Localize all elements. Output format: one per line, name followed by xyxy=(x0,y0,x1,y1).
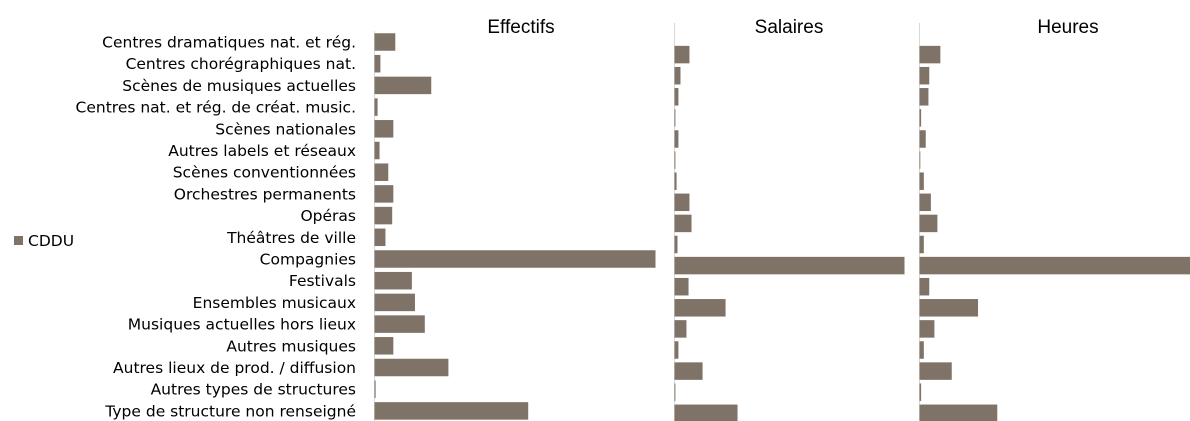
bar xyxy=(374,54,381,73)
bar xyxy=(374,402,529,420)
bar xyxy=(919,362,952,380)
bar xyxy=(919,404,998,421)
bar xyxy=(374,98,378,116)
bar xyxy=(674,404,738,421)
bar xyxy=(674,277,689,296)
bar xyxy=(374,76,432,95)
bar xyxy=(674,172,677,190)
panel-title: Heures xyxy=(1037,17,1098,38)
bar xyxy=(919,383,922,401)
bar xyxy=(919,193,931,212)
bar xyxy=(674,383,676,401)
category-label: Orchestres permanents xyxy=(174,185,356,203)
category-label: Festivals xyxy=(289,272,356,290)
bar xyxy=(674,341,679,359)
bar xyxy=(919,45,941,64)
bar xyxy=(674,45,690,64)
bar xyxy=(674,256,905,275)
category-label: Compagnies xyxy=(260,251,356,269)
bar xyxy=(374,141,380,160)
category-label: Centres nat. et rég. de créat. music. xyxy=(76,99,356,117)
bar xyxy=(919,235,924,254)
panel-effectifs: Effectifs xyxy=(374,17,656,421)
category-label: Autres labels et réseaux xyxy=(168,142,356,160)
category-label: Ensembles musicaux xyxy=(193,294,356,312)
bar xyxy=(919,320,935,338)
bar xyxy=(919,299,979,317)
bar xyxy=(374,315,425,333)
chart-panels: Effectifs Salaires Heures xyxy=(374,17,1190,421)
category-label: Type de structure non renseigné xyxy=(104,402,356,420)
category-label: Autres lieux de prod. / diffusion xyxy=(113,359,356,377)
bar xyxy=(919,66,930,85)
bar xyxy=(674,151,676,169)
category-label: Autres types de structures xyxy=(151,381,356,399)
bar xyxy=(674,362,703,380)
category-labels: Centres dramatiques nat. et rég. Centres … xyxy=(76,34,356,421)
bar xyxy=(919,341,924,359)
legend-swatch xyxy=(14,236,23,245)
panel-heures: Heures xyxy=(919,17,1190,421)
bar xyxy=(674,193,690,212)
bar xyxy=(919,109,922,127)
bar xyxy=(374,163,389,181)
bar xyxy=(374,185,394,203)
bar xyxy=(374,250,656,268)
bar xyxy=(374,33,396,51)
category-label: Musiques actuelles hors lieux xyxy=(128,316,356,334)
bar xyxy=(374,380,376,398)
bar xyxy=(674,320,687,338)
bar xyxy=(919,151,921,169)
bar xyxy=(374,206,393,225)
bar xyxy=(919,277,930,296)
category-label: Opéras xyxy=(300,207,356,225)
panel-title: Salaires xyxy=(755,17,824,38)
legend-label: CDDU xyxy=(28,232,74,250)
category-label: Centres dramatiques nat. et rég. xyxy=(102,34,356,52)
bar xyxy=(374,271,412,290)
bar xyxy=(674,235,678,254)
bar xyxy=(374,293,415,312)
bar xyxy=(919,88,929,106)
bar xyxy=(674,66,681,85)
bar xyxy=(674,88,679,106)
category-label: Scènes de musiques actuelles xyxy=(122,77,356,95)
panel-title: Effectifs xyxy=(487,17,554,38)
bar xyxy=(674,109,676,127)
category-label: Scènes conventionnées xyxy=(173,164,356,182)
bar xyxy=(674,214,692,233)
bar xyxy=(919,256,1190,275)
bar xyxy=(374,120,394,138)
bar xyxy=(374,337,394,355)
bar xyxy=(919,172,924,190)
bar xyxy=(374,228,386,247)
bar xyxy=(919,130,926,148)
legend: CDDU xyxy=(14,232,74,250)
category-label: Théâtres de ville xyxy=(226,229,356,247)
bar xyxy=(919,214,938,233)
category-label: Scènes nationales xyxy=(215,120,356,138)
bar xyxy=(674,130,679,148)
panel-salaires: Salaires xyxy=(674,17,905,421)
category-label: Autres musiques xyxy=(226,337,356,355)
bar xyxy=(374,358,449,377)
category-label: Centres chorégraphiques nat. xyxy=(126,55,356,73)
bar xyxy=(674,299,726,317)
